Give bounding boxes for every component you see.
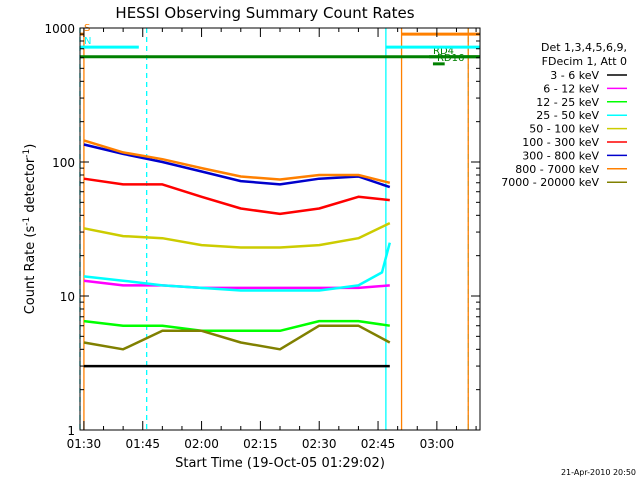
legend-label-4: 50 - 100 keV xyxy=(529,123,599,136)
series-line-8 xyxy=(83,324,391,351)
y-axis-label-part2: detector xyxy=(23,157,38,217)
series-line-6 xyxy=(83,143,391,189)
legend-header-line-1: Det 1,3,4,5,6,9, xyxy=(541,41,627,54)
y-axis-label-sup2: -1 xyxy=(22,149,32,158)
series-line-2 xyxy=(83,319,390,333)
x-axis-label: Start Time (19-Oct-05 01:29:02) xyxy=(175,456,385,471)
x-tick-label-3: 02:15 xyxy=(243,437,278,451)
x-tick-label-0: 01:30 xyxy=(67,437,102,451)
chart-title: HESSI Observing Summary Count Rates xyxy=(115,4,414,22)
y-axis-label-part1: Count Rate (s xyxy=(23,226,38,315)
legend-label-7: 800 - 7000 keV xyxy=(515,163,599,176)
state-bar-label-3: RD4 xyxy=(433,46,454,57)
series-line-3 xyxy=(83,242,392,292)
state-bar-label-1: N xyxy=(84,36,91,47)
series-line-5 xyxy=(83,177,390,216)
y-tick-label-0: 1 xyxy=(67,424,75,438)
legend-label-8: 7000 - 20000 keV xyxy=(501,176,599,189)
legend-label-5: 100 - 300 keV xyxy=(522,136,599,149)
x-tick-label-4: 02:30 xyxy=(302,437,337,451)
y-axis-label-sup1: -1 xyxy=(22,217,32,226)
y-tick-label-2: 100 xyxy=(52,156,75,170)
y-tick-label-1: 10 xyxy=(60,290,75,304)
x-tick-label-5: 02:45 xyxy=(361,437,396,451)
x-tick-label-1: 01:45 xyxy=(125,437,160,451)
series-layer xyxy=(83,139,392,368)
series-line-7 xyxy=(83,139,391,185)
legend-label-0: 3 - 6 keV xyxy=(550,69,599,82)
y-axis-label: Count Rate (s-1 detector-1) xyxy=(22,144,38,315)
y-tick-label-3: 1000 xyxy=(44,22,75,36)
legend-label-3: 25 - 50 keV xyxy=(536,109,599,122)
state-bar-label-0: S xyxy=(84,23,90,34)
x-tick-label-6: 03:00 xyxy=(420,437,455,451)
state-bar-label-4: RD16 xyxy=(437,53,464,64)
y-axis-label-part3: ) xyxy=(23,144,38,149)
legend-label-1: 6 - 12 keV xyxy=(543,82,599,95)
legend-label-2: 12 - 25 keV xyxy=(536,96,599,109)
legend: Det 1,3,4,5,6,9, FDecim 1, Att 0 3 - 6 k… xyxy=(501,41,627,189)
x-tick-label-2: 02:00 xyxy=(184,437,219,451)
footer-timestamp: 21-Apr-2010 20:50 xyxy=(561,468,636,477)
legend-header-line-2: FDecim 1, Att 0 xyxy=(542,55,627,68)
axes-layer: 1 10 100 1000 01:30 01:45 02:00 02:15 02:30 02:45… xyxy=(44,22,480,451)
legend-label-6: 300 - 800 keV xyxy=(522,149,599,162)
series-line-4 xyxy=(83,221,391,249)
